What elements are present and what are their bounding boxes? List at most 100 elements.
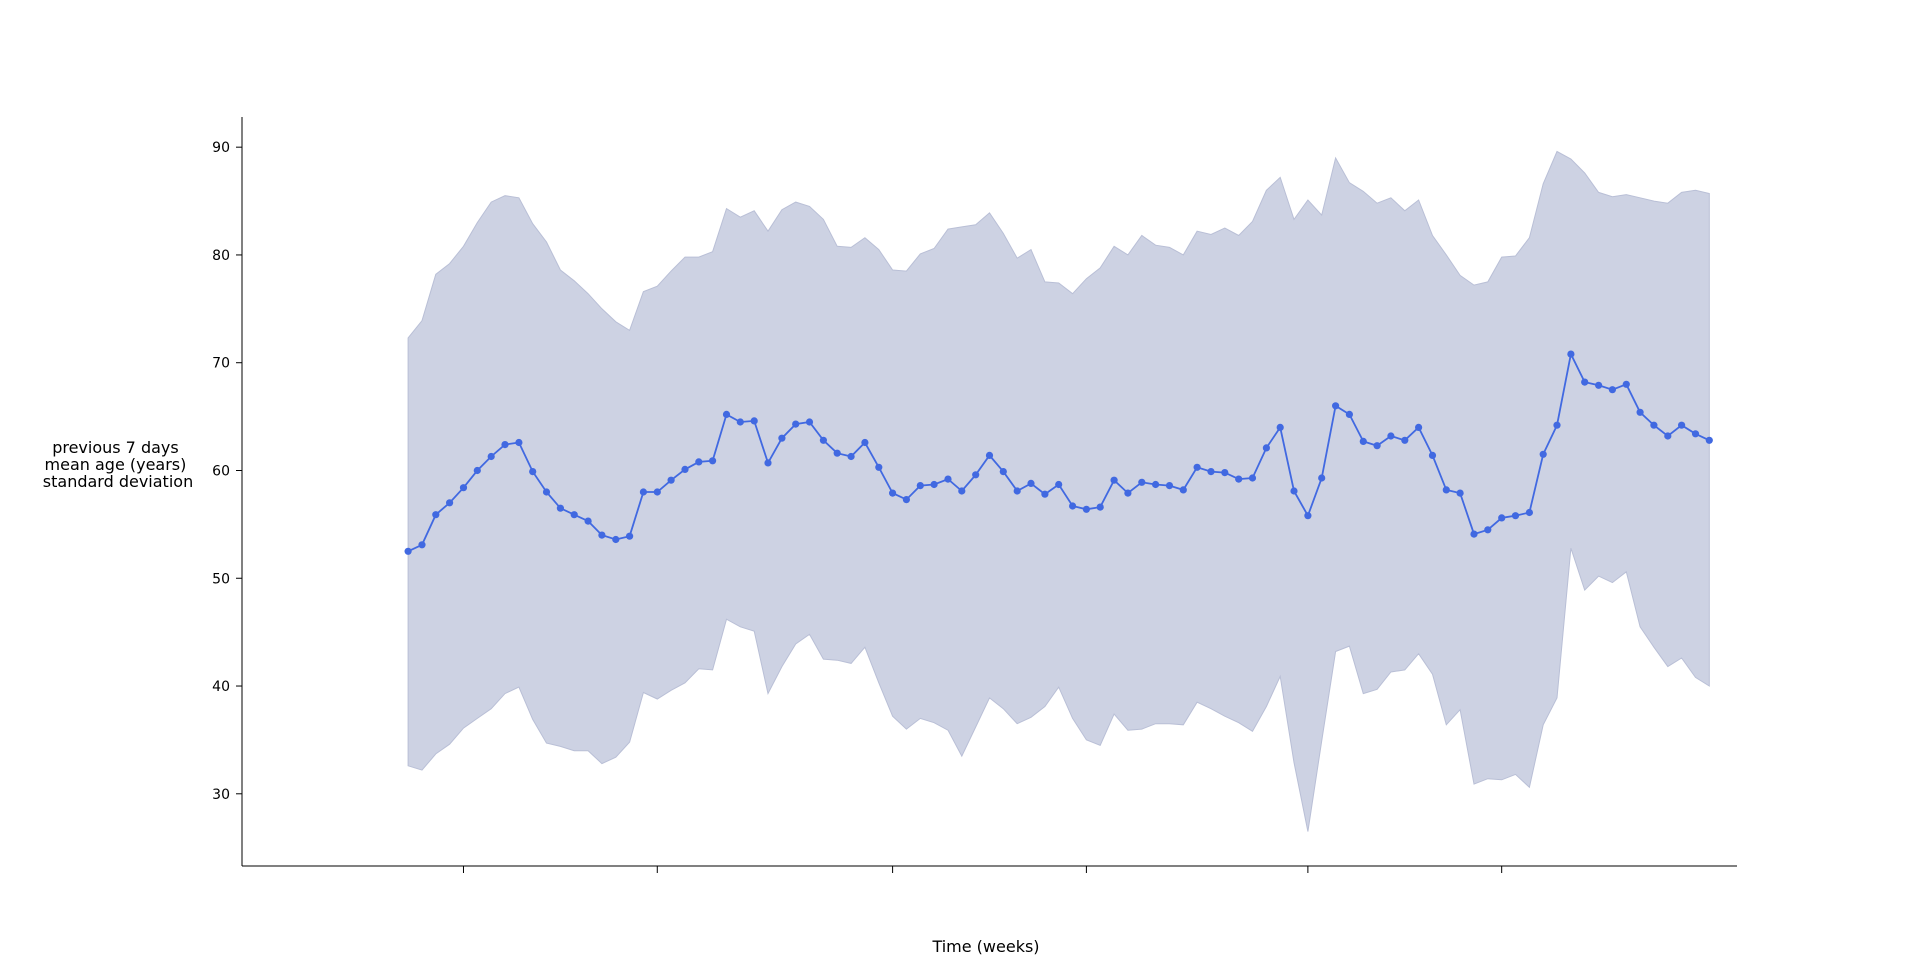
data-point	[1664, 432, 1672, 440]
data-point	[487, 452, 495, 461]
y-axis-label: previous 7 days mean age (years) standar…	[43, 438, 193, 491]
data-point	[847, 452, 855, 461]
data-point	[1484, 526, 1492, 534]
data-point	[1207, 468, 1215, 476]
data-point	[875, 463, 883, 471]
mean-points-layer	[404, 350, 1713, 555]
x-axis-label: Time (weeks)	[931, 937, 1039, 956]
data-point	[764, 459, 772, 467]
data-point	[1415, 423, 1423, 431]
data-point	[1691, 430, 1700, 438]
y-axis-label-line-3: standard deviation	[43, 472, 193, 491]
data-point	[515, 438, 523, 447]
data-point	[1304, 512, 1312, 520]
data-point	[1539, 450, 1547, 458]
data-point	[1221, 469, 1229, 477]
data-point	[695, 458, 703, 466]
data-point	[473, 466, 481, 475]
data-point	[1165, 482, 1174, 490]
data-point	[1595, 381, 1603, 389]
data-point	[446, 499, 454, 507]
y-tick-label: 90	[212, 140, 230, 156]
y-axis-label-line-2: mean age (years)	[45, 455, 187, 474]
data-point	[1082, 505, 1090, 513]
std-band-layer	[407, 150, 1710, 832]
y-tick-label: 30	[212, 787, 230, 803]
y-tick-label: 60	[212, 463, 230, 479]
y-tick-label: 50	[212, 571, 230, 587]
data-point	[778, 434, 786, 442]
data-point	[1428, 451, 1437, 459]
y-tick-label: 80	[212, 248, 230, 264]
data-point	[1027, 479, 1035, 487]
y-tick-label: 70	[212, 356, 230, 372]
x-ticks	[462, 866, 1503, 873]
data-point	[570, 511, 578, 519]
data-point	[1359, 437, 1367, 445]
data-point	[1456, 489, 1464, 497]
data-point	[889, 489, 897, 497]
data-point	[972, 471, 980, 479]
data-point	[1387, 432, 1395, 440]
data-point	[1650, 421, 1658, 429]
data-point	[1525, 508, 1533, 517]
data-point	[667, 476, 675, 484]
data-point	[1608, 386, 1616, 394]
data-point	[653, 488, 661, 496]
data-point	[432, 511, 440, 519]
data-point	[958, 487, 966, 495]
data-point	[1622, 380, 1630, 388]
data-point	[1041, 490, 1049, 498]
data-point	[1511, 512, 1520, 520]
data-point	[1470, 530, 1478, 538]
data-point	[556, 504, 565, 512]
data-point	[1373, 442, 1381, 450]
data-point	[1401, 436, 1409, 444]
data-point	[404, 547, 412, 555]
data-point	[709, 457, 717, 465]
data-point	[1124, 489, 1132, 497]
data-point	[736, 418, 744, 426]
data-point	[459, 484, 468, 492]
data-point	[1678, 421, 1686, 429]
data-point	[833, 449, 841, 457]
data-point	[501, 441, 509, 449]
data-point	[944, 475, 952, 483]
data-point	[750, 417, 758, 425]
data-point	[1345, 410, 1353, 418]
data-point	[1193, 463, 1201, 471]
data-point	[792, 420, 800, 428]
data-point	[418, 541, 426, 549]
data-point	[1636, 408, 1644, 416]
data-point	[985, 451, 994, 459]
axes	[241, 117, 1737, 867]
data-point	[930, 480, 938, 489]
data-point	[1318, 474, 1326, 482]
data-point	[529, 468, 537, 476]
data-point	[1705, 436, 1713, 444]
data-point	[1179, 486, 1187, 494]
data-point	[1069, 502, 1077, 510]
data-point	[902, 496, 911, 504]
data-point	[1332, 402, 1340, 410]
data-point	[1013, 487, 1021, 495]
data-point	[1567, 350, 1575, 358]
data-point	[722, 410, 731, 418]
data-point	[681, 465, 689, 473]
data-point	[1096, 503, 1104, 511]
data-point	[542, 488, 551, 496]
y-ticks: 30 40 50 60 70 80 90	[212, 140, 242, 803]
data-point	[1442, 486, 1450, 494]
data-point	[1248, 474, 1257, 482]
data-point	[1498, 514, 1506, 522]
data-point	[1290, 487, 1298, 495]
data-point	[598, 531, 606, 539]
data-point	[1138, 478, 1146, 486]
data-point	[1581, 378, 1589, 386]
y-axis-label-line-1: previous 7 days	[52, 438, 179, 457]
data-point	[1055, 480, 1063, 489]
data-point	[1276, 423, 1284, 431]
data-point	[1262, 444, 1270, 452]
std-deviation-band	[407, 150, 1710, 832]
data-point	[612, 535, 620, 544]
